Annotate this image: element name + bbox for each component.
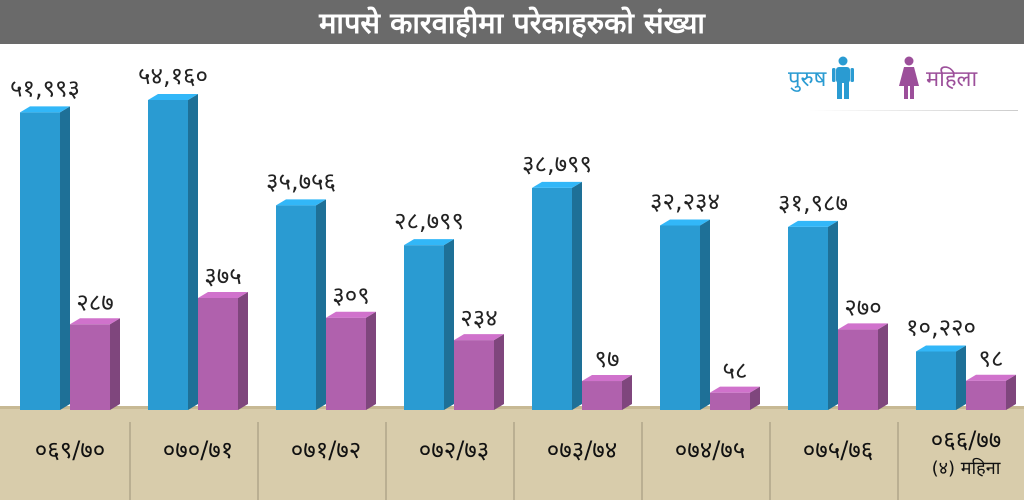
x-tick-label: ०७२/७३: [419, 436, 490, 464]
data-label-female: ९७: [595, 345, 620, 373]
data-label-female: २७०: [844, 293, 881, 321]
bar-male: [916, 345, 966, 410]
bar-female: [70, 318, 120, 410]
bar-female: [326, 311, 376, 410]
x-tick-label: ०६६/७७: [931, 426, 1002, 454]
legend-divider: [808, 110, 1018, 111]
legend-female-label: महिला: [926, 67, 978, 92]
x-tick-label: ०७३/७४: [547, 436, 618, 464]
x-tick-note: (४) महिना: [932, 457, 1001, 479]
bar-female: [838, 323, 888, 410]
data-label-male: ५४,१६०: [138, 62, 208, 90]
bar-male: [532, 181, 582, 410]
bar-female: [710, 386, 760, 410]
data-label-male: ३५,७५६: [266, 167, 336, 195]
data-label-male: २८,७९९: [394, 207, 464, 235]
data-label-male: ३१,९८७: [778, 189, 848, 217]
data-label-male: ३२,२३४: [650, 187, 720, 215]
data-label-female: ३०९: [332, 282, 369, 310]
data-label-male: ३८,७९९: [522, 150, 592, 178]
data-label-male: ५१,९९३: [10, 74, 80, 102]
bar-chart: ५१,९९३ २८७ ०६९/७० ५४,१६० ३७५ ०७०/७१ ३५,७५६ ३०९ ०…: [0, 62, 1024, 500]
bar-female: [454, 334, 504, 410]
data-label-male: १०,२२०: [906, 314, 976, 342]
x-tick-label: ०६९/७०: [35, 436, 106, 464]
x-tick-label: ०७४/७५: [675, 436, 746, 464]
data-label-female: २३४: [460, 304, 497, 332]
legend-female: महिला: [898, 56, 977, 100]
data-label-female: ५८: [723, 357, 748, 385]
floor-band: [0, 406, 1024, 500]
x-tick-label: ०७५/७६: [803, 436, 874, 464]
chart-title-bar: मापसे कारवाहीमा परेकाहरुको संख्या: [0, 0, 1024, 44]
bar-male: [788, 220, 838, 410]
data-label-female: ३७५: [204, 262, 241, 290]
bar-male: [276, 199, 326, 410]
bar-female: [582, 375, 632, 410]
legend-male-label: पुरुष: [788, 67, 827, 92]
bar-male: [148, 94, 198, 410]
x-tick-label: ०७१/७२: [291, 436, 362, 464]
legend-male: पुरुष: [788, 56, 855, 100]
chart-title: मापसे कारवाहीमा परेकाहरुको संख्या: [319, 5, 705, 40]
bar-female: [966, 374, 1016, 410]
bar-female: [198, 292, 248, 410]
male-person-icon: [832, 56, 855, 99]
bar-male: [404, 239, 454, 410]
x-tick-label: ०७०/७१: [163, 436, 234, 464]
floor-edge: [0, 406, 1024, 409]
bar-male: [20, 106, 70, 410]
female-person-icon: [899, 56, 919, 99]
bar-male: [660, 219, 710, 410]
data-label-female: ९८: [979, 345, 1004, 373]
data-label-female: २८७: [76, 288, 113, 316]
